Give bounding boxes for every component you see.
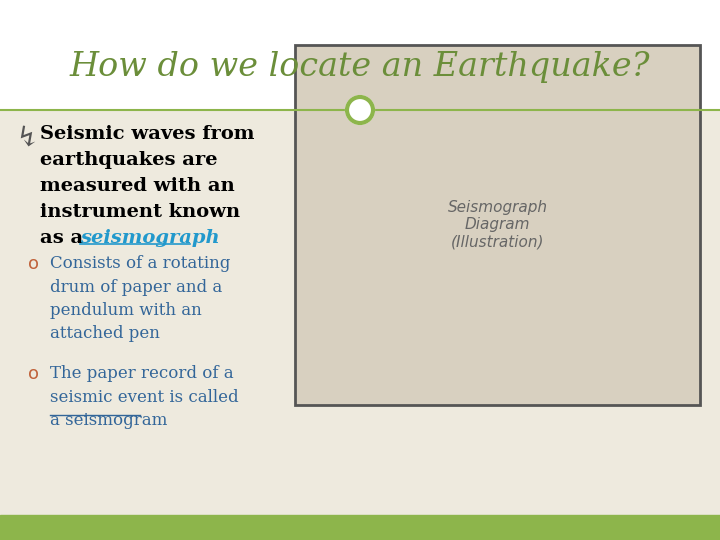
Text: seismograph: seismograph — [80, 229, 220, 247]
Text: measured with an: measured with an — [40, 177, 235, 195]
Bar — [0, 0, 720, 110]
Text: as a: as a — [40, 229, 90, 247]
Text: instrument known: instrument known — [40, 203, 240, 221]
Text: Consists of a rotating
drum of paper and a
pendulum with an
attached pen: Consists of a rotating drum of paper and… — [50, 255, 230, 342]
Bar — [0, 110, 720, 515]
Text: Seismograph
Diagram
(Illustration): Seismograph Diagram (Illustration) — [448, 200, 547, 250]
Circle shape — [347, 97, 373, 123]
Text: earthquakes are: earthquakes are — [40, 151, 217, 169]
Text: o: o — [28, 255, 39, 273]
Bar — [0, 515, 720, 540]
Text: How do we locate an Earthquake?: How do we locate an Earthquake? — [70, 51, 650, 83]
Bar — [295, 45, 700, 405]
Text: The paper record of a
seismic event is called
a seismogram: The paper record of a seismic event is c… — [50, 365, 238, 429]
Text: ↯: ↯ — [15, 125, 38, 152]
Text: Seismic waves from: Seismic waves from — [40, 125, 254, 143]
Text: o: o — [28, 365, 39, 383]
